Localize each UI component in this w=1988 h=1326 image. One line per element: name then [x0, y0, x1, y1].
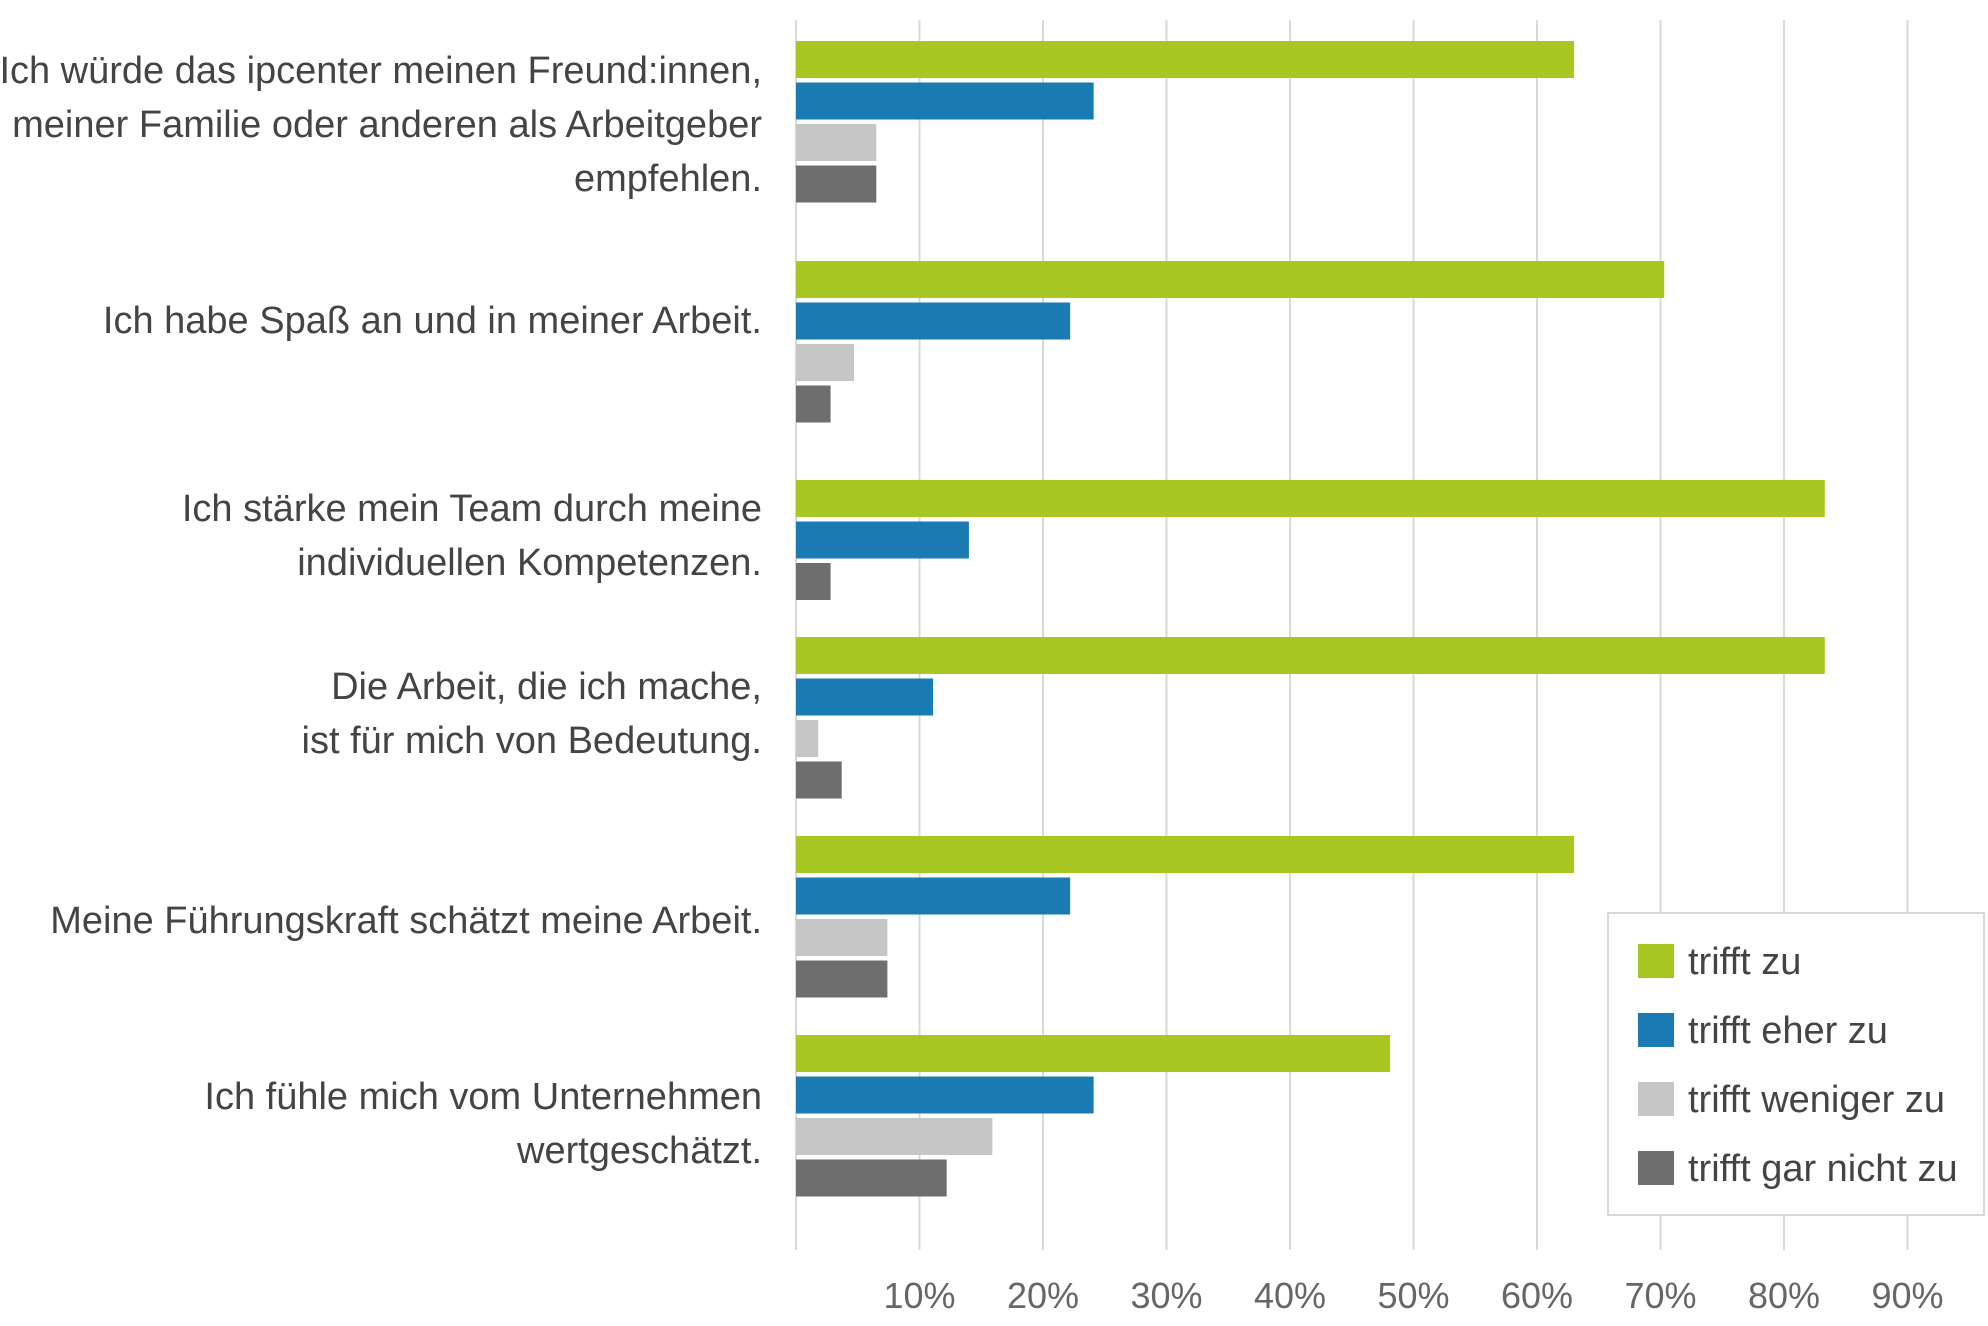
category-label-5: Meine Führungskraft schätzt meine Arbeit…	[50, 900, 762, 942]
bar-1-trifft-eher-zu	[796, 82, 1094, 120]
x-tick-label: 50%	[1377, 1275, 1449, 1316]
x-tick-label: 60%	[1501, 1275, 1573, 1316]
bar-4-trifft-eher-zu	[796, 678, 934, 716]
bar-1-trifft-weniger-zu	[796, 124, 877, 161]
category-label-line: meiner Familie oder anderen als Arbeitge…	[12, 104, 762, 146]
legend-label: trifft zu	[1688, 941, 1801, 983]
bar-2-trifft-weniger-zu	[796, 344, 855, 381]
category-label-line: Ich habe Spaß an und in meiner Arbeit.	[103, 300, 762, 342]
legend-swatch-trifft-zu	[1638, 944, 1674, 978]
bar-6-trifft-gar-nicht-zu	[796, 1159, 947, 1197]
category-label-2: Ich habe Spaß an und in meiner Arbeit.	[103, 300, 762, 342]
bar-1-trifft-gar-nicht-zu	[796, 165, 877, 203]
x-tick-label: 70%	[1624, 1275, 1696, 1316]
bar-5-trifft-gar-nicht-zu	[796, 960, 888, 998]
category-label-6: Ich fühle mich vom Unternehmen wertgeschä…	[204, 1076, 762, 1172]
bar-6-trifft-weniger-zu	[796, 1118, 993, 1155]
bar-3-trifft-zu	[796, 480, 1825, 517]
category-label-line: Ich fühle mich vom Unternehmen	[204, 1076, 762, 1118]
bar-6-trifft-eher-zu	[796, 1076, 1094, 1114]
category-label-line: wertgeschätzt.	[516, 1130, 762, 1172]
category-label-4: Die Arbeit, die ich mache, ist für mich v…	[302, 666, 762, 762]
x-tick-label: 10%	[883, 1275, 955, 1316]
bar-2-trifft-zu	[796, 261, 1665, 298]
legend-swatch-trifft-eher-zu	[1638, 1013, 1674, 1047]
legend-label: trifft gar nicht zu	[1688, 1148, 1958, 1190]
x-tick-label: 80%	[1748, 1275, 1820, 1316]
bar-4-trifft-zu	[796, 637, 1825, 674]
bar-1-trifft-zu	[796, 41, 1575, 78]
bar-2-trifft-gar-nicht-zu	[796, 385, 831, 423]
legend-label: trifft eher zu	[1688, 1010, 1888, 1052]
category-label-1: Ich würde das ipcenter meinen Freund:inn…	[0, 50, 762, 200]
category-label-line: individuellen Kompetenzen.	[297, 542, 762, 584]
bar-4-trifft-gar-nicht-zu	[796, 761, 842, 799]
bar-5-trifft-zu	[796, 836, 1575, 873]
x-tick-label: 20%	[1007, 1275, 1079, 1316]
bar-2-trifft-eher-zu	[796, 302, 1071, 340]
category-label-3: Ich stärke mein Team durch meine individu…	[182, 488, 762, 584]
x-tick-label: 30%	[1130, 1275, 1202, 1316]
legend-swatch-trifft-gar-nicht-zu	[1638, 1151, 1674, 1185]
category-label-line: Ich stärke mein Team durch meine	[182, 488, 762, 530]
legend-label: trifft weniger zu	[1688, 1079, 1945, 1121]
category-label-line: ist für mich von Bedeutung.	[302, 720, 762, 762]
category-label-line: Meine Führungskraft schätzt meine Arbeit…	[50, 900, 762, 942]
bar-5-trifft-eher-zu	[796, 877, 1071, 915]
bar-4-trifft-weniger-zu	[796, 720, 819, 757]
bar-6-trifft-zu	[796, 1035, 1391, 1072]
category-label-line: empfehlen.	[574, 158, 762, 200]
bar-3-trifft-eher-zu	[796, 521, 969, 559]
bar-5-trifft-weniger-zu	[796, 919, 888, 956]
x-tick-label: 90%	[1871, 1275, 1943, 1316]
legend-swatch-trifft-weniger-zu	[1638, 1082, 1674, 1116]
bar-3-trifft-gar-nicht-zu	[796, 563, 831, 600]
category-label-line: Die Arbeit, die ich mache,	[331, 666, 762, 708]
x-tick-label: 40%	[1254, 1275, 1326, 1316]
category-label-line: Ich würde das ipcenter meinen Freund:inn…	[0, 50, 762, 92]
